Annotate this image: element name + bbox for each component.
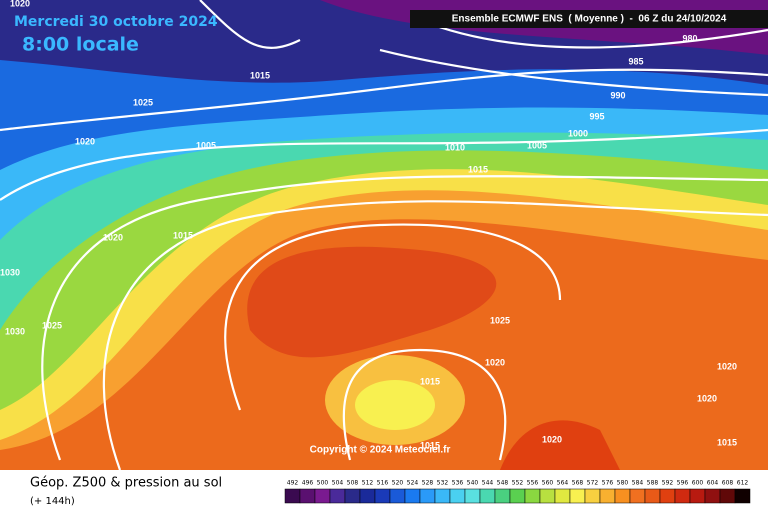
isobar-label: 1025 <box>42 320 62 330</box>
isobar-label: 990 <box>610 90 625 100</box>
scale-swatch <box>569 488 586 504</box>
isobar-label: 1030 <box>0 267 20 277</box>
isobar-label: 1015 <box>250 70 270 80</box>
footer-title: Géop. Z500 & pression au sol <box>30 476 222 491</box>
isobar-label: 1015 <box>420 440 440 450</box>
isobar-label: 985 <box>628 56 643 66</box>
run-banner <box>410 10 768 28</box>
scale-swatch <box>734 488 751 504</box>
scale-label: 604 <box>707 480 719 487</box>
forecast-date: Mercredi 30 octobre 2024 <box>14 14 218 30</box>
isobar-label: 980 <box>682 33 697 43</box>
isobar-labels: 1020 1015 1025 1020 1005 1010 1005 1015 … <box>0 0 737 450</box>
scale-label: 520 <box>392 480 404 487</box>
scale-label: 608 <box>722 480 734 487</box>
isobar-label: 1020 <box>717 361 737 371</box>
scale-swatch <box>344 488 361 504</box>
isobar-label: 1010 <box>445 142 465 152</box>
scale-label: 612 <box>737 480 749 487</box>
scale-swatch <box>704 488 721 504</box>
scale-swatch <box>719 488 736 504</box>
scale-label: 556 <box>527 480 539 487</box>
scale-label: 512 <box>362 480 374 487</box>
isobar-label: 1020 <box>103 232 123 242</box>
scale-label: 524 <box>407 480 419 487</box>
scale-swatch <box>539 488 556 504</box>
isobar-label: 1025 <box>490 315 510 325</box>
scale-label: 492 <box>287 480 299 487</box>
isobar-label: 1005 <box>527 140 547 150</box>
scale-label: 552 <box>512 480 524 487</box>
scale-swatch <box>509 488 526 504</box>
isobar-label: 1025 <box>133 97 153 107</box>
scale-swatch <box>659 488 676 504</box>
scale-swatch <box>554 488 571 504</box>
isobar-label: 1020 <box>10 0 30 8</box>
scale-label: 528 <box>422 480 434 487</box>
scale-swatch <box>689 488 706 504</box>
scale-label: 600 <box>692 480 704 487</box>
scale-swatch <box>464 488 481 504</box>
scale-label: 572 <box>587 480 599 487</box>
scale-label: 596 <box>677 480 689 487</box>
scale-swatch <box>374 488 391 504</box>
scale-label: 576 <box>602 480 614 487</box>
isobar-label: 1015 <box>173 230 193 240</box>
scale-label: 496 <box>302 480 314 487</box>
isobar-label: 1015 <box>420 376 440 386</box>
scale-label: 568 <box>572 480 584 487</box>
scale-swatch <box>494 488 511 504</box>
isobar-label: 1020 <box>485 357 505 367</box>
isobars <box>0 0 768 471</box>
scale-label: 588 <box>647 480 659 487</box>
scale-label: 532 <box>437 480 449 487</box>
isobar-label: 1020 <box>542 434 562 444</box>
scale-swatch <box>644 488 661 504</box>
scale-label: 500 <box>317 480 329 487</box>
scale-swatch <box>674 488 691 504</box>
scale-swatch <box>419 488 436 504</box>
color-scale: 492 496 500 504 508 512 516 520 524 528 532 536 540 5… <box>284 480 751 504</box>
scale-swatch <box>314 488 331 504</box>
forecast-time: 8:00 locale <box>22 34 139 56</box>
isobar-label: 1015 <box>468 164 488 174</box>
scale-label: 580 <box>617 480 629 487</box>
run-info: Ensemble ECMWF ENS ( Moyenne ) - 06 Z du… <box>452 14 727 25</box>
isobar-label: 1020 <box>75 136 95 146</box>
scale-swatch <box>479 488 496 504</box>
isobar-label: 1000 <box>568 128 588 138</box>
copyright: Copyright © 2024 Meteociel.fr <box>310 445 451 456</box>
scale-label: 504 <box>332 480 344 487</box>
scale-swatch <box>434 488 451 504</box>
isobar-label: 1005 <box>196 140 216 150</box>
scale-swatch <box>584 488 601 504</box>
scale-swatch <box>359 488 376 504</box>
scale-label: 584 <box>632 480 644 487</box>
scale-label: 548 <box>497 480 509 487</box>
scale-swatch <box>524 488 541 504</box>
footer-lead: (+ 144h) <box>30 496 75 507</box>
scale-swatch <box>629 488 646 504</box>
scale-swatch <box>404 488 421 504</box>
scale-label: 544 <box>482 480 494 487</box>
scale-swatch <box>299 488 316 504</box>
isobar-label: 1020 <box>697 393 717 403</box>
isobar-label: 995 <box>589 111 604 121</box>
scale-swatch <box>389 488 406 504</box>
scale-label: 516 <box>377 480 389 487</box>
scale-label: 508 <box>347 480 359 487</box>
scale-swatch <box>329 488 346 504</box>
scale-swatch <box>614 488 631 504</box>
scale-label: 560 <box>542 480 554 487</box>
scale-label: 564 <box>557 480 569 487</box>
isobar-label: 1030 <box>5 326 25 336</box>
scale-label: 536 <box>452 480 464 487</box>
scale-swatch <box>284 488 301 504</box>
scale-swatch <box>599 488 616 504</box>
scale-swatch <box>449 488 466 504</box>
isobar-label: 1015 <box>717 437 737 447</box>
scale-label: 540 <box>467 480 479 487</box>
scale-label: 592 <box>662 480 674 487</box>
